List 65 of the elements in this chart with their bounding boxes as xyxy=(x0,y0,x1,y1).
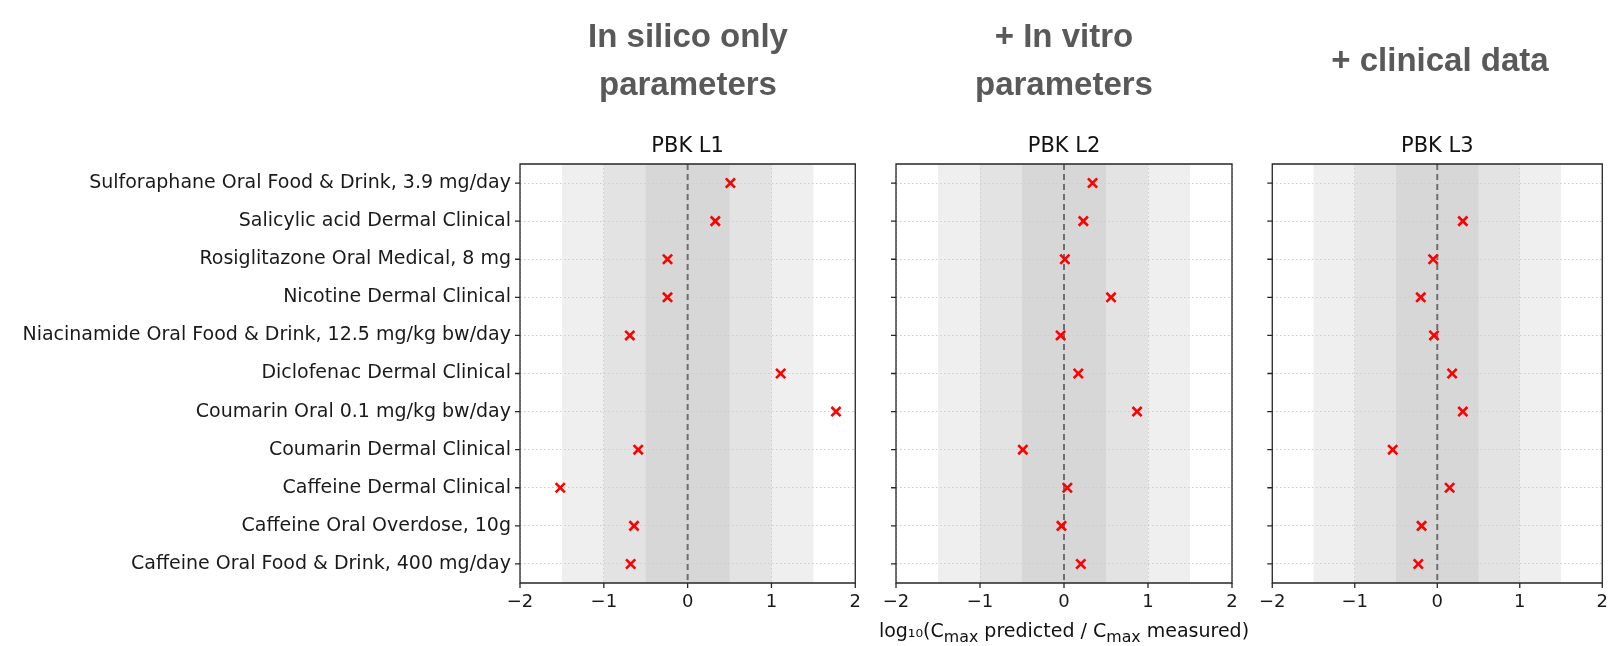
y-tick-label: Coumarin Dermal Clinical xyxy=(268,436,511,459)
point xyxy=(1446,367,1459,380)
point xyxy=(1131,405,1143,418)
point xyxy=(1456,405,1469,418)
x-tick-label: −2 xyxy=(506,590,534,612)
y-tick-label: Caffeine Oral Overdose, 10g xyxy=(241,512,511,535)
x-tick-label: −1 xyxy=(1341,590,1369,612)
point xyxy=(632,443,645,456)
point xyxy=(661,253,674,266)
y-tick-label: Salicylic acid Dermal Clinical xyxy=(238,208,511,231)
point xyxy=(1072,367,1085,380)
y-tick-label: Caffeine Oral Food & Drink, 400 mg/day xyxy=(131,550,511,573)
point xyxy=(1058,253,1071,266)
point xyxy=(1077,215,1090,228)
y-tick-label: Caffeine Dermal Clinical xyxy=(282,474,511,497)
chart-title: In silico only parameters xyxy=(587,16,789,104)
x-tick-label: 1 xyxy=(765,590,778,612)
point xyxy=(628,519,640,532)
x-tick-label: 2 xyxy=(1596,590,1608,612)
x-tick-label: 1 xyxy=(1142,590,1154,612)
point xyxy=(1086,177,1099,189)
point xyxy=(1074,558,1087,570)
point xyxy=(1414,291,1427,304)
point xyxy=(1428,329,1440,342)
y-tick-label: Coumarin Oral 0.1 mg/kg bw/day xyxy=(195,398,511,421)
point xyxy=(1456,215,1469,228)
y-tick-label: Nicotine Dermal Clinical xyxy=(283,284,511,307)
x-tick-label: 2 xyxy=(849,590,861,612)
y-tick-label: Diclofenac Dermal Clinical xyxy=(261,360,511,383)
chart-subtitle: PBK L3 xyxy=(1400,132,1474,157)
x-tick-label: 1 xyxy=(1514,590,1526,612)
chart-subtitle: PBK L2 xyxy=(1027,132,1101,157)
point xyxy=(1016,443,1029,456)
point xyxy=(1055,519,1068,532)
point xyxy=(1443,481,1456,494)
chart-subtitle: PBK L1 xyxy=(651,132,724,157)
x-tick-label: −2 xyxy=(882,590,910,612)
point xyxy=(554,481,567,494)
point xyxy=(774,367,787,380)
point xyxy=(1105,291,1117,304)
point xyxy=(830,405,842,418)
x-tick-label: −1 xyxy=(966,590,994,612)
y-tick-label: Sulforaphane Oral Food & Drink, 3.9 mg/day xyxy=(89,169,511,192)
x-tick-label: 0 xyxy=(1431,590,1443,612)
x-tick-label: 2 xyxy=(1226,590,1238,612)
x-tick-label: −2 xyxy=(1258,590,1286,612)
x-tick-label: 0 xyxy=(681,590,694,612)
y-tick-label: Rosiglitazone Oral Medical, 8 mg xyxy=(199,246,511,269)
chart-title: + clinical data xyxy=(1330,40,1550,80)
point xyxy=(724,177,737,189)
chart-title: + In vitro parameters xyxy=(974,16,1154,104)
x-axis-title: log₁₀(C$_{max}$ predicted / C$_{max}$ measured) xyxy=(878,618,1250,646)
point xyxy=(661,291,674,304)
y-tick-label: Niacinamide Oral Food & Drink, 12.5 mg/kg bw/day xyxy=(22,322,511,345)
point xyxy=(709,215,722,228)
x-tick-label: 0 xyxy=(1058,590,1070,612)
x-tick-label: −1 xyxy=(590,590,618,612)
point xyxy=(1061,481,1074,494)
point xyxy=(623,329,636,342)
point xyxy=(1412,558,1425,570)
point xyxy=(1415,519,1428,532)
point xyxy=(1054,329,1067,342)
point xyxy=(1427,253,1440,266)
point xyxy=(624,558,637,570)
point xyxy=(1386,443,1399,456)
